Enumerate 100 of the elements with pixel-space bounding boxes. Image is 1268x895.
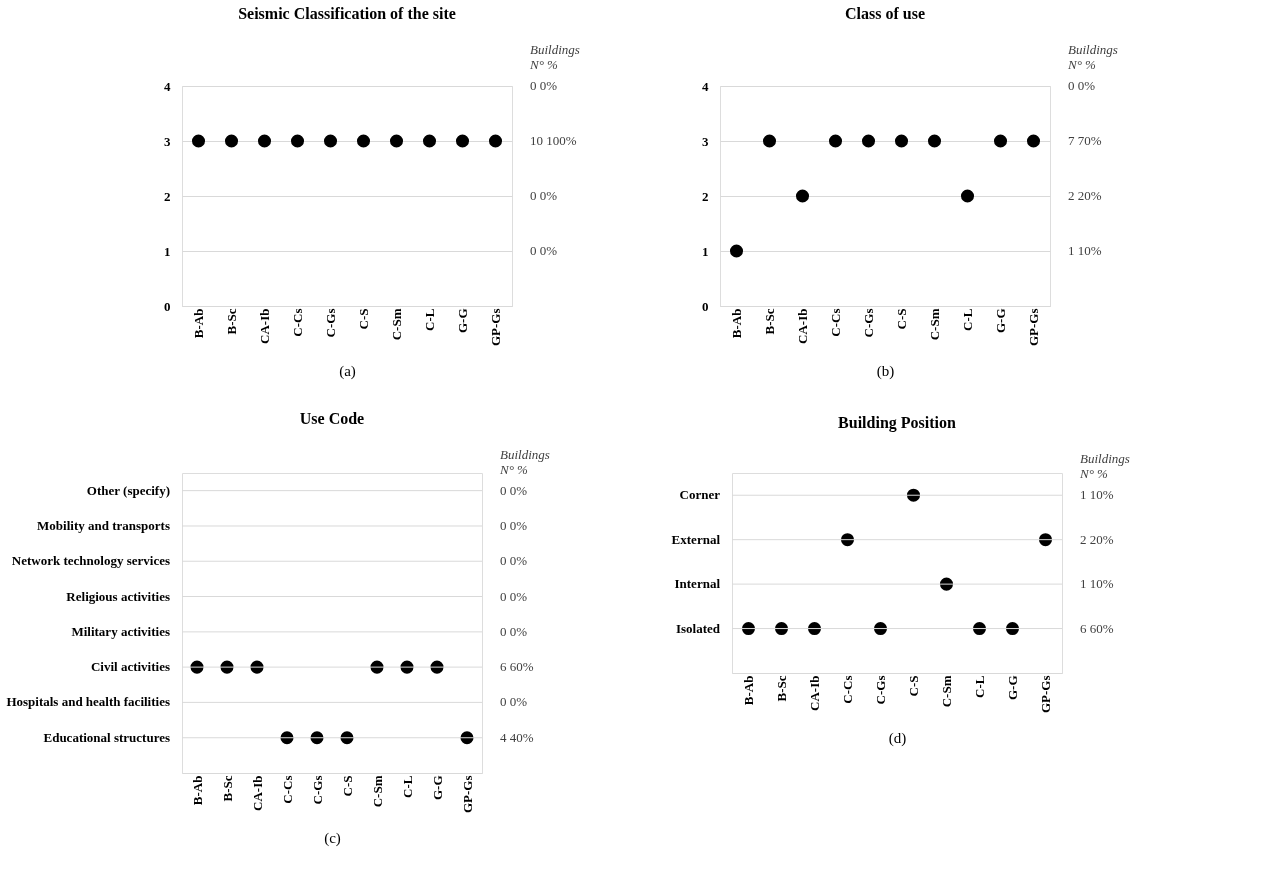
point <box>1026 134 1041 148</box>
ref-line-label: Network technology services <box>11 553 170 569</box>
text: N° % <box>499 461 529 477</box>
point <box>729 244 744 258</box>
x-tick-label: G-G <box>1005 675 1020 701</box>
point <box>960 189 975 203</box>
y-tick-label: 0 <box>702 298 709 314</box>
y-tick-label: 1 <box>702 243 709 259</box>
point <box>894 134 909 148</box>
x-tick-label: C-Sm <box>927 308 942 341</box>
x-tick-label: GP-Gs <box>1038 675 1053 714</box>
ref-line-label: Isolated <box>675 620 721 636</box>
x-tick-label: CA-Ib <box>249 775 265 811</box>
text: N° % <box>529 57 559 72</box>
text: 6 60% <box>500 659 534 675</box>
point <box>828 134 843 148</box>
text: 1 10% <box>1080 487 1114 503</box>
x-tick-label: GP-Gs <box>488 308 503 347</box>
x-tick-label: GP-Gs <box>1026 308 1041 347</box>
point <box>1005 622 1020 636</box>
x-tick-label: GP-Gs <box>459 775 475 814</box>
x-tick-label: C-Gs <box>323 308 338 338</box>
x-tick-label: CA-Ib <box>795 308 810 344</box>
x-tick-label: C-Gs <box>873 675 888 705</box>
text: 1 10% <box>1080 576 1114 592</box>
text: Buildings <box>1080 451 1130 467</box>
x-tick-label: B-Ab <box>729 308 744 339</box>
point <box>993 134 1008 148</box>
text: 7 70% <box>1068 133 1102 148</box>
text: 0 0% <box>500 694 528 710</box>
x-tick-label: B-Sc <box>762 308 777 335</box>
x-tick-label: C-L <box>972 675 987 698</box>
x-tick-label: C-Cs <box>828 308 843 337</box>
y-tick-label: 3 <box>164 133 171 149</box>
text: Buildings <box>530 42 580 57</box>
x-tick-label: B-Sc <box>774 675 789 702</box>
y-tick-label: 3 <box>702 133 709 149</box>
point <box>762 134 777 148</box>
x-tick-label: C-Gs <box>309 775 325 805</box>
chart-title: Seismic Classification of the site <box>238 5 456 22</box>
chart-title: Building Position <box>838 414 957 433</box>
x-axis-title: (a) <box>339 363 356 381</box>
x-tick-label: C-Sm <box>939 675 954 708</box>
x-tick-label: C-Sm <box>389 308 404 341</box>
ref-line-label: Mobility and transports <box>37 517 170 533</box>
ref-line-label: Hospitals and health facilities <box>6 694 170 710</box>
x-tick-label: CA-Ib <box>807 675 822 711</box>
x-tick-label: C-Gs <box>861 308 876 338</box>
x-tick-label: C-Cs <box>279 775 295 804</box>
x-tick-label: C-S <box>906 675 921 697</box>
ref-line-label: Corner <box>679 487 721 503</box>
ref-line-label: External <box>671 531 721 547</box>
x-tick-label: B-Sc <box>219 775 235 802</box>
point <box>873 622 888 636</box>
x-tick-label: G-G <box>455 308 470 334</box>
x-tick-label: C-L <box>960 308 975 331</box>
text: 0 0% <box>500 517 528 533</box>
point <box>927 134 942 148</box>
chart-title: Use Code <box>299 409 365 427</box>
text: Buildings <box>500 446 550 462</box>
x-tick-label: C-S <box>894 308 909 330</box>
text: Buildings <box>1068 42 1118 57</box>
ref-line-label: Civil activities <box>90 659 170 675</box>
text: 0 0% <box>500 623 528 639</box>
x-tick-label: C-Cs <box>290 308 305 337</box>
x-tick-label: B-Ab <box>189 775 205 806</box>
x-tick-label: C-L <box>422 308 437 331</box>
text: 6 60% <box>1080 620 1114 636</box>
y-tick-label: 2 <box>702 188 709 204</box>
y-tick-label: 4 <box>164 78 171 94</box>
text: 0 0% <box>1068 78 1096 93</box>
x-axis-title: (b) <box>876 363 895 381</box>
point <box>807 622 822 636</box>
ref-line-label: Other (specify) <box>86 482 170 498</box>
text: 2 20% <box>1068 188 1102 203</box>
text: N° % <box>1067 57 1097 72</box>
text: N° % <box>1079 466 1109 482</box>
point <box>774 622 789 636</box>
x-tick-label: C-S <box>339 775 355 797</box>
text: 0 0% <box>530 78 558 93</box>
point <box>795 189 810 203</box>
point <box>861 134 876 148</box>
x-axis-title: (d) <box>888 730 907 748</box>
text: 0 0% <box>530 188 558 203</box>
ref-line-label: Religious activities <box>66 588 170 604</box>
y-tick-label: 2 <box>164 188 171 204</box>
x-tick-label: C-L <box>399 775 415 798</box>
text: 2 20% <box>1080 531 1114 547</box>
x-tick-label: C-Cs <box>840 675 855 704</box>
text: 0 0% <box>500 482 528 498</box>
ref-line-label: Internal <box>674 576 721 592</box>
x-tick-label: B-Sc <box>224 308 239 335</box>
y-tick-label: 4 <box>702 78 709 94</box>
text: 10 100% <box>530 133 577 148</box>
x-axis-title: (c) <box>324 830 341 848</box>
point <box>972 622 987 636</box>
x-tick-label: B-Ab <box>191 308 206 339</box>
x-tick-label: G-G <box>429 775 445 801</box>
chart-title: Class of use <box>844 5 926 22</box>
ref-line-label: Military activities <box>71 623 170 639</box>
